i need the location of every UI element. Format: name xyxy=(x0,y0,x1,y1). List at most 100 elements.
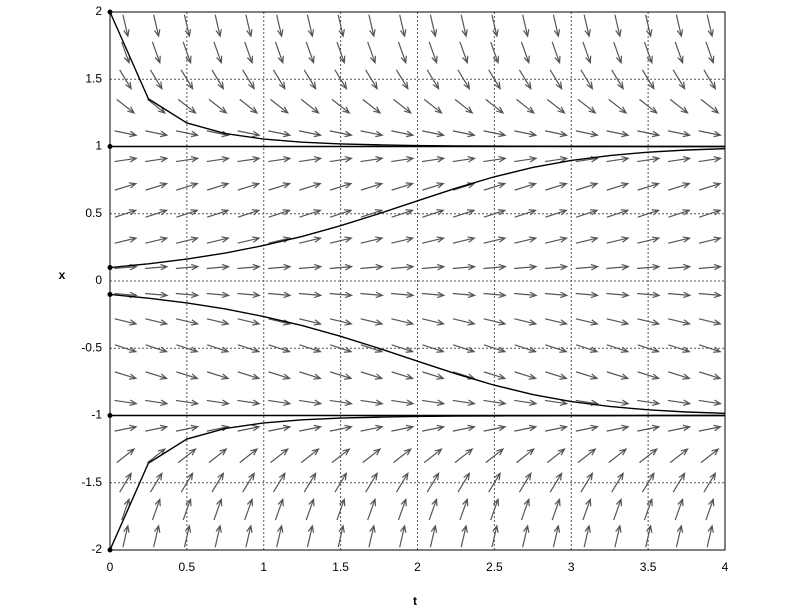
field-arrow xyxy=(244,497,254,521)
field-arrow xyxy=(422,371,445,380)
initial-point xyxy=(107,547,113,553)
field-arrow xyxy=(122,524,130,548)
field-arrow xyxy=(606,263,630,271)
field-arrow xyxy=(360,399,384,407)
field-arrow xyxy=(176,344,199,353)
field-arrow xyxy=(274,497,284,521)
field-arrow xyxy=(395,69,409,90)
field-arrow xyxy=(119,69,132,90)
field-arrow xyxy=(637,424,661,432)
field-arrow xyxy=(360,155,384,163)
field-arrow xyxy=(114,399,138,407)
field-arrow xyxy=(575,291,600,299)
field-arrow xyxy=(298,424,323,432)
field-arrow xyxy=(175,155,200,163)
field-arrow xyxy=(329,155,354,163)
field-arrow xyxy=(575,371,599,380)
field-arrow xyxy=(459,497,469,521)
field-arrow xyxy=(637,399,661,407)
field-arrow xyxy=(239,98,259,114)
solution-curve xyxy=(109,414,725,551)
field-arrow xyxy=(206,318,230,326)
field-arrow xyxy=(214,524,222,548)
field-arrow xyxy=(700,448,720,464)
field-arrow xyxy=(545,209,568,218)
field-arrow xyxy=(669,98,689,114)
field-arrow xyxy=(145,291,169,299)
field-arrow xyxy=(395,472,409,493)
field-arrow xyxy=(153,524,161,548)
field-arrow xyxy=(483,130,507,138)
field-arrow xyxy=(460,524,468,548)
field-arrow xyxy=(391,263,415,271)
field-arrow xyxy=(514,236,538,244)
field-arrow xyxy=(703,472,717,493)
field-arrow xyxy=(637,182,661,191)
field-arrow xyxy=(518,472,532,493)
field-arrow xyxy=(675,14,684,38)
field-arrow xyxy=(545,318,569,326)
field-arrow xyxy=(514,424,538,432)
field-arrow xyxy=(608,98,628,114)
field-arrow xyxy=(365,472,378,493)
field-arrow xyxy=(237,209,261,218)
field-arrow xyxy=(421,263,446,271)
solution-curve xyxy=(109,293,726,415)
field-arrow xyxy=(206,236,230,244)
field-arrow xyxy=(514,263,538,271)
y-tick-label: 0.5 xyxy=(85,206,102,220)
field-arrow xyxy=(611,69,624,90)
field-arrow xyxy=(703,69,717,90)
field-arrow xyxy=(206,130,230,138)
y-axis-title: x xyxy=(59,268,66,282)
field-arrow xyxy=(368,524,376,548)
field-arrow xyxy=(360,318,384,326)
field-arrow xyxy=(549,472,563,493)
field-arrow xyxy=(145,182,169,191)
field-arrow xyxy=(483,344,507,353)
field-arrow xyxy=(552,524,561,548)
field-arrow xyxy=(114,182,138,191)
field-arrow xyxy=(483,371,507,380)
field-arrow xyxy=(391,318,415,326)
field-arrow xyxy=(276,14,284,38)
field-arrow xyxy=(483,263,507,271)
field-arrow xyxy=(367,497,377,521)
field-arrow xyxy=(329,263,354,271)
field-arrow xyxy=(668,318,692,326)
field-arrow xyxy=(391,399,415,407)
field-arrow xyxy=(145,130,169,138)
x-tick-label: 2 xyxy=(414,560,421,574)
field-arrow xyxy=(544,130,569,138)
field-arrow xyxy=(514,318,538,326)
initial-point xyxy=(107,144,113,149)
field-arrow xyxy=(399,14,407,38)
field-arrow xyxy=(175,291,200,299)
field-arrow xyxy=(360,291,384,299)
y-tick-label: -1.5 xyxy=(81,475,102,489)
field-arrow xyxy=(606,155,630,163)
initial-point xyxy=(107,413,113,418)
field-arrow xyxy=(306,524,315,548)
field-arrow xyxy=(428,497,438,521)
field-arrow xyxy=(606,236,630,244)
field-arrow xyxy=(454,98,474,114)
field-arrow xyxy=(183,524,192,548)
field-arrow xyxy=(268,130,292,138)
field-arrow xyxy=(298,399,323,407)
field-arrow xyxy=(299,371,322,380)
field-arrow xyxy=(268,182,292,191)
field-arrow xyxy=(208,448,228,464)
field-arrow xyxy=(303,69,317,90)
field-arrow xyxy=(551,41,561,65)
field-arrow xyxy=(300,448,320,464)
field-arrow xyxy=(422,344,445,353)
field-arrow xyxy=(483,424,507,432)
field-arrow xyxy=(147,448,166,464)
field-arrow xyxy=(177,98,197,114)
field-arrow xyxy=(522,14,530,38)
field-arrow xyxy=(422,209,445,218)
field-arrow xyxy=(643,497,653,521)
field-arrow xyxy=(421,399,446,407)
field-arrow xyxy=(397,41,407,65)
